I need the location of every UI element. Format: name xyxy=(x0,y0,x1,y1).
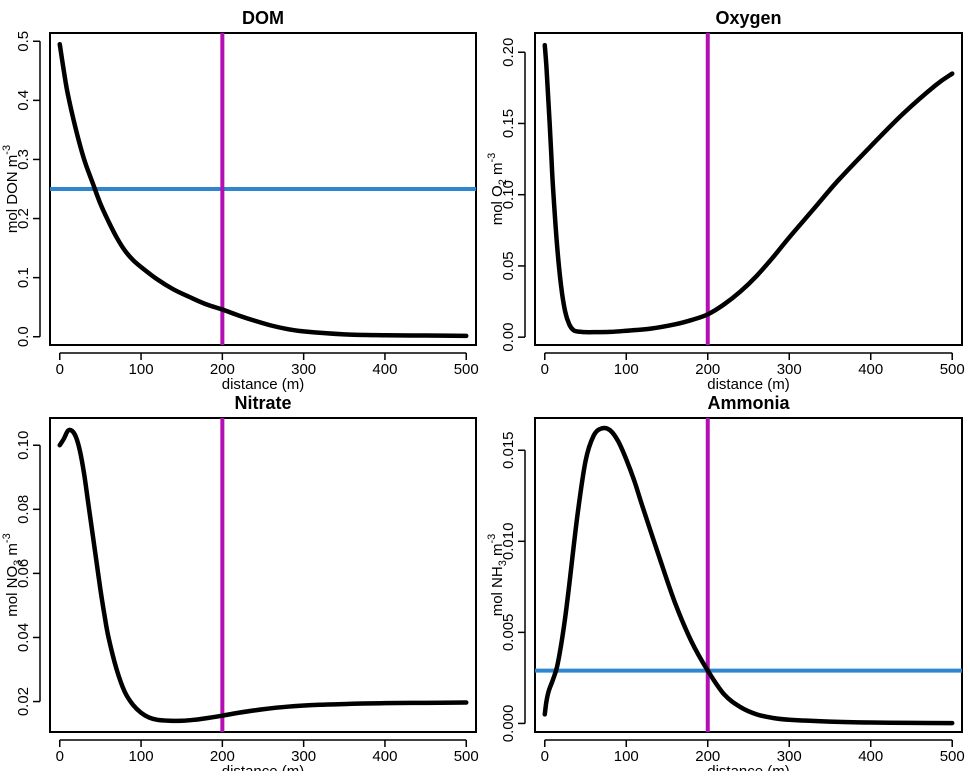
x-tick-label: 500 xyxy=(940,361,965,378)
y-tick-label: 0.4 xyxy=(15,90,32,111)
x-tick-label: 300 xyxy=(291,361,316,378)
x-tick-label: 500 xyxy=(454,748,479,765)
y-tick-label: 0.02 xyxy=(15,687,32,716)
y-tick-label: 0.00 xyxy=(500,323,517,352)
x-tick-label: 200 xyxy=(210,361,235,378)
x-axis-label: distance (m) xyxy=(707,376,790,393)
x-tick-label: 400 xyxy=(372,361,397,378)
y-tick-label: 0.1 xyxy=(15,267,32,288)
y-axis-label: mol O2 m-3 xyxy=(486,153,509,226)
x-tick-label: 300 xyxy=(291,748,316,765)
y-tick-label: 0.005 xyxy=(500,614,517,652)
data-series-line xyxy=(542,42,955,335)
panel-title: Ammonia xyxy=(707,393,790,413)
data-series-line xyxy=(57,427,469,724)
x-axis-label: distance (m) xyxy=(222,376,305,393)
panel-title: DOM xyxy=(242,8,284,28)
y-tick-label: 0.20 xyxy=(500,38,517,67)
y-tick-label: 0.04 xyxy=(15,623,32,652)
y-axis-label: mol NH3 m-3 xyxy=(486,534,509,617)
y-tick-label: 0.015 xyxy=(500,431,517,469)
x-axis-label: distance (m) xyxy=(222,763,305,771)
data-series-line xyxy=(542,425,955,726)
data-series-line xyxy=(57,41,469,339)
x-axis-label: distance (m) xyxy=(707,763,790,771)
x-tick-label: 500 xyxy=(940,748,965,765)
x-tick-label: 0 xyxy=(541,361,549,378)
x-tick-label: 400 xyxy=(858,361,883,378)
y-axis-label: mol DON m-3 xyxy=(1,145,21,233)
y-tick-label: 0.2 xyxy=(15,208,32,229)
x-tick-label: 400 xyxy=(858,748,883,765)
panel-nitrate: Nitrate 0 100 200 300 400 500 distance (m) 0.02 0… xyxy=(1,393,479,776)
x-tick-label: 100 xyxy=(129,361,154,378)
y-tick-label: 0.08 xyxy=(15,495,32,524)
y-tick-label: 0.10 xyxy=(500,180,517,209)
y-tick-label: 0.5 xyxy=(15,31,32,52)
x-tick-label: 200 xyxy=(210,748,235,765)
x-tick-label: 100 xyxy=(614,361,639,378)
y-tick-label: 0.0 xyxy=(15,326,32,347)
y-tick-label: 0.000 xyxy=(500,705,517,743)
x-tick-label: 100 xyxy=(129,748,154,765)
plot-frame xyxy=(49,417,477,733)
y-axis-label: mol NO3 m-3 xyxy=(1,533,24,616)
y-tick-label: 0.15 xyxy=(500,109,517,138)
y-tick-label: 0.10 xyxy=(15,431,32,460)
panel-title: Oxygen xyxy=(715,8,781,28)
x-tick-label: 300 xyxy=(777,748,802,765)
plot-frame xyxy=(534,417,963,733)
y-tick-label: 0.010 xyxy=(500,523,517,561)
plot-frame xyxy=(534,32,963,346)
y-tick-label: 0.06 xyxy=(15,559,32,588)
panel-dom: DOM 0 100 200 300 400 500 distance (m) 0.0 0.1 0.2… xyxy=(1,8,479,393)
y-tick-label: 0.05 xyxy=(500,251,517,280)
x-tick-label: 0 xyxy=(541,748,549,765)
x-tick-label: 200 xyxy=(695,361,720,378)
x-tick-label: 500 xyxy=(454,361,479,378)
x-tick-label: 400 xyxy=(372,748,397,765)
panel-ammonia: Ammonia 0 100 200 300 400 500 distance (m) 0.000… xyxy=(486,393,965,776)
x-tick-label: 0 xyxy=(56,361,64,378)
y-tick-label: 0.3 xyxy=(15,149,32,170)
x-tick-label: 100 xyxy=(614,748,639,765)
panel-title: Nitrate xyxy=(234,393,291,413)
x-tick-label: 0 xyxy=(56,748,64,765)
panel-oxygen: Oxygen 0 100 200 300 400 500 distance (m) 0.00 0.… xyxy=(486,8,965,393)
x-tick-label: 200 xyxy=(695,748,720,765)
x-tick-label: 300 xyxy=(777,361,802,378)
